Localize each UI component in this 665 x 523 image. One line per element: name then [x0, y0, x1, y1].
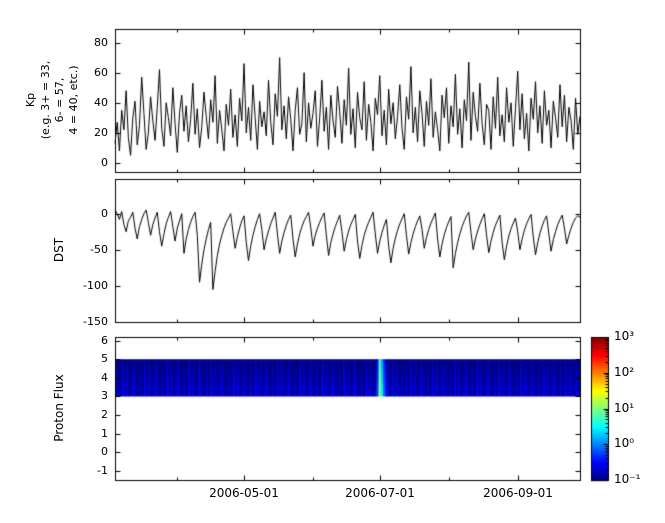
- figure: Kp (e.g. 3+ = 33, 6- = 57, 4 = 40, etc.)…: [0, 0, 665, 523]
- chart-canvas: [0, 0, 665, 523]
